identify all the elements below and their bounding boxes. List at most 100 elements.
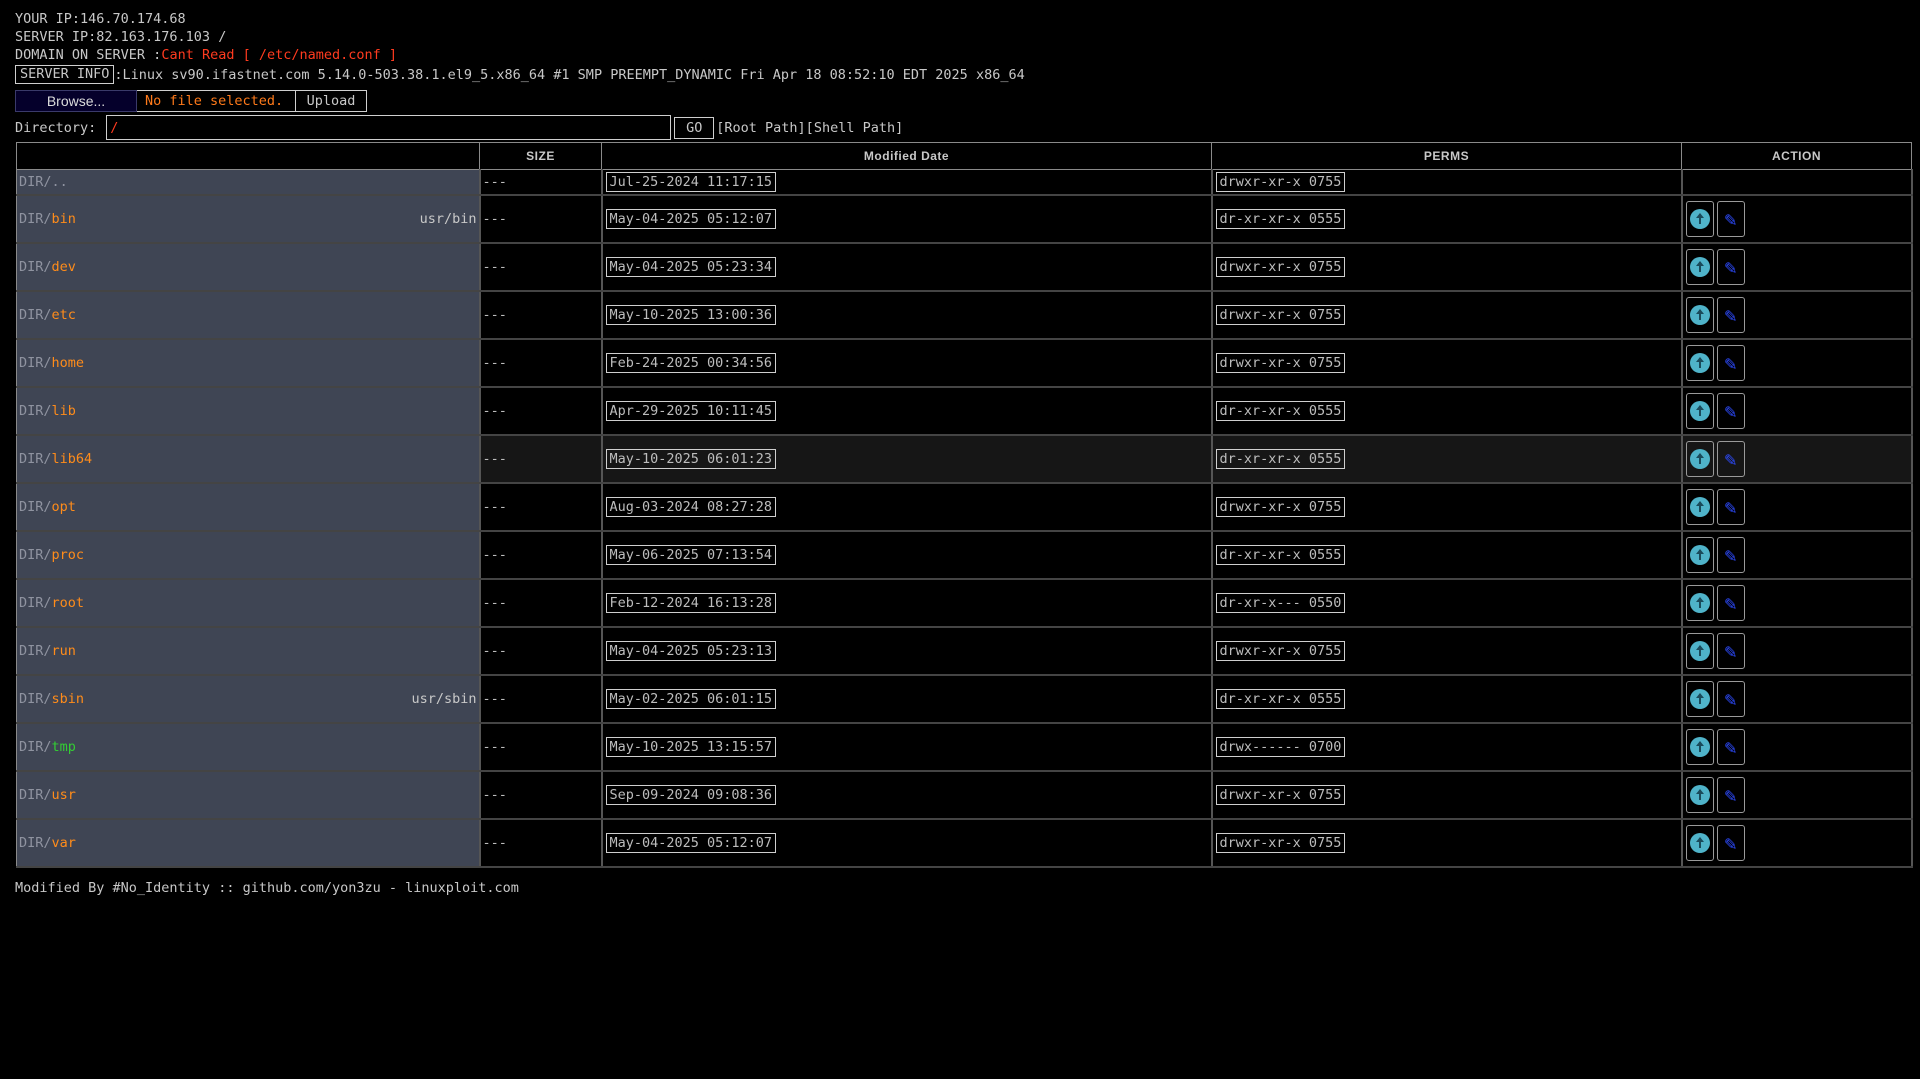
- table-row[interactable]: DIR/proc --- May-06-2025 07:13:54 dr-xr-xr-…: [16, 531, 1913, 580]
- table-row[interactable]: DIR/etc --- May-10-2025 13:00:36 drwxr-xr-x…: [16, 291, 1913, 340]
- modified-cell: Aug-03-2024 08:27:28: [601, 483, 1213, 532]
- table-row[interactable]: DIR/root --- Feb-12-2024 16:13:28 dr-xr-x--…: [16, 579, 1913, 628]
- path-links[interactable]: [Root Path][Shell Path]: [716, 119, 904, 136]
- download-button[interactable]: [1685, 825, 1714, 861]
- modified-cell: May-04-2025 05:12:07: [601, 819, 1213, 868]
- edit-button[interactable]: ✎: [1716, 777, 1745, 813]
- download-button[interactable]: [1685, 201, 1714, 237]
- dir-link[interactable]: opt: [51, 499, 76, 515]
- upload-form: Browse... No file selected. Upload: [15, 90, 367, 112]
- size-cell: ---: [479, 819, 603, 868]
- perms-value[interactable]: dr-xr-xr-x 0555: [1215, 209, 1346, 229]
- edit-button[interactable]: ✎: [1716, 249, 1745, 285]
- download-button[interactable]: [1685, 585, 1714, 621]
- download-button[interactable]: [1685, 537, 1714, 573]
- edit-button[interactable]: ✎: [1716, 441, 1745, 477]
- download-button[interactable]: [1685, 297, 1714, 333]
- perms-value[interactable]: drwx------ 0700: [1215, 737, 1346, 757]
- edit-button[interactable]: ✎: [1716, 393, 1745, 429]
- action-buttons: ✎: [1683, 772, 1911, 818]
- edit-button[interactable]: ✎: [1716, 297, 1745, 333]
- download-icon: [1689, 257, 1710, 277]
- table-row[interactable]: DIR/lib64 --- May-10-2025 06:01:23 dr-xr-xr…: [16, 435, 1913, 484]
- header-perms: PERMS: [1211, 142, 1682, 170]
- edit-pencil-icon: ✎: [1724, 495, 1737, 519]
- dir-link[interactable]: proc: [51, 547, 85, 563]
- table-row[interactable]: DIR/dev --- May-04-2025 05:23:34 drwxr-xr-x…: [16, 243, 1913, 292]
- table-row[interactable]: DIR/lib --- Apr-29-2025 10:11:45 dr-xr-xr-x…: [16, 387, 1913, 436]
- upload-button[interactable]: Upload: [295, 90, 367, 112]
- edit-button[interactable]: ✎: [1716, 489, 1745, 525]
- table-row[interactable]: DIR/sbin usr/sbin --- May-02-2025 06:01:15 d…: [16, 675, 1913, 724]
- download-button[interactable]: [1685, 729, 1714, 765]
- dir-link[interactable]: lib: [51, 403, 76, 419]
- dir-link[interactable]: home: [51, 355, 85, 371]
- edit-button[interactable]: ✎: [1716, 729, 1745, 765]
- download-button[interactable]: [1685, 633, 1714, 669]
- perms-value[interactable]: dr-xr-xr-x 0555: [1215, 689, 1346, 709]
- perms-value[interactable]: drwxr-xr-x 0755: [1215, 833, 1346, 853]
- dir-prefix: DIR/: [19, 499, 52, 515]
- download-button[interactable]: [1685, 777, 1714, 813]
- perms-value[interactable]: dr-xr-xr-x 0555: [1215, 545, 1346, 565]
- download-button[interactable]: [1685, 393, 1714, 429]
- perms-value[interactable]: dr-xr-xr-x 0555: [1215, 449, 1346, 469]
- dir-link[interactable]: sbin: [51, 691, 85, 707]
- modified-cell: May-04-2025 05:12:07: [601, 195, 1213, 244]
- table-row[interactable]: DIR/opt --- Aug-03-2024 08:27:28 drwxr-xr-x…: [16, 483, 1913, 532]
- table-row[interactable]: DIR/run --- May-04-2025 05:23:13 drwxr-xr-x…: [16, 627, 1913, 676]
- browse-button[interactable]: Browse...: [15, 90, 137, 112]
- perms-value[interactable]: dr-xr-xr-x 0555: [1215, 401, 1346, 421]
- edit-button[interactable]: ✎: [1716, 633, 1745, 669]
- dir-link[interactable]: run: [51, 643, 76, 659]
- table-row-parent[interactable]: DIR/.. --- Jul-25-2024 11:17:15 drwxr-xr…: [16, 169, 1913, 196]
- directory-input[interactable]: [106, 115, 672, 140]
- footer-credit: Modified By #No_Identity :: github.com/y…: [15, 880, 519, 896]
- action-cell: ✎: [1681, 243, 1913, 292]
- perms-value[interactable]: drwxr-xr-x 0755: [1215, 497, 1346, 517]
- table-row[interactable]: DIR/var --- May-04-2025 05:12:07 drwxr-xr-x…: [16, 819, 1913, 868]
- perms-cell: drwxr-xr-x 0755: [1211, 339, 1683, 388]
- download-button[interactable]: [1685, 249, 1714, 285]
- table-row[interactable]: DIR/tmp --- May-10-2025 13:15:57 drwx------…: [16, 723, 1913, 772]
- modified-cell: Feb-24-2025 00:34:56: [601, 339, 1213, 388]
- download-button[interactable]: [1685, 681, 1714, 717]
- dir-link[interactable]: tmp: [51, 739, 76, 755]
- table-row[interactable]: DIR/usr --- Sep-09-2024 09:08:36 drwxr-xr-x…: [16, 771, 1913, 820]
- table-row[interactable]: DIR/home --- Feb-24-2025 00:34:56 drwxr-xr-…: [16, 339, 1913, 388]
- perms-value[interactable]: dr-xr-x--- 0550: [1215, 593, 1346, 613]
- download-button[interactable]: [1685, 345, 1714, 381]
- file-status: No file selected.: [137, 90, 295, 112]
- perms-value[interactable]: drwxr-xr-x 0755: [1215, 785, 1346, 805]
- dir-link[interactable]: etc: [51, 307, 76, 323]
- edit-button[interactable]: ✎: [1716, 585, 1745, 621]
- download-button[interactable]: [1685, 441, 1714, 477]
- modified-date: Sep-09-2024 09:08:36: [605, 785, 777, 805]
- edit-button[interactable]: ✎: [1716, 825, 1745, 861]
- dir-link[interactable]: lib64: [51, 451, 93, 467]
- perms-value[interactable]: drwxr-xr-x 0755: [1215, 353, 1346, 373]
- edit-pencil-icon: ✎: [1724, 831, 1737, 855]
- dir-link[interactable]: ..: [51, 174, 68, 190]
- edit-button[interactable]: ✎: [1716, 201, 1745, 237]
- dir-link[interactable]: var: [51, 835, 76, 851]
- edit-button[interactable]: ✎: [1716, 537, 1745, 573]
- perms-value[interactable]: drwxr-xr-x 0755: [1215, 641, 1346, 661]
- dir-link[interactable]: root: [51, 595, 85, 611]
- dir-link[interactable]: dev: [51, 259, 76, 275]
- name-cell: DIR/var: [16, 819, 481, 868]
- table-row[interactable]: DIR/bin usr/bin --- May-04-2025 05:12:07 dr-…: [16, 195, 1913, 244]
- go-button[interactable]: GO: [674, 116, 715, 139]
- action-buttons: ✎: [1683, 532, 1911, 578]
- dir-link[interactable]: usr: [51, 787, 76, 803]
- action-buttons: ✎: [1683, 244, 1911, 290]
- dir-link[interactable]: bin: [51, 211, 76, 227]
- download-button[interactable]: [1685, 489, 1714, 525]
- edit-button[interactable]: ✎: [1716, 681, 1745, 717]
- perms-value[interactable]: drwxr-xr-x 0755: [1215, 305, 1346, 325]
- action-cell: ✎: [1681, 675, 1913, 724]
- perms-value[interactable]: drwxr-xr-x 0755: [1215, 257, 1346, 277]
- action-buttons: ✎: [1683, 580, 1911, 626]
- action-cell: ✎: [1681, 627, 1913, 676]
- edit-button[interactable]: ✎: [1716, 345, 1745, 381]
